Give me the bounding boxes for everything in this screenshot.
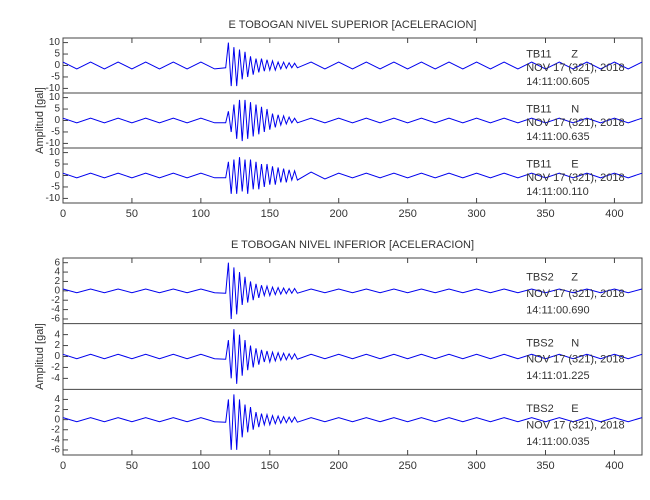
x-tick-label: 400 xyxy=(605,460,623,472)
y-tick-label: 5 xyxy=(54,159,60,170)
station-label: TBS2 xyxy=(526,403,554,415)
y-tick-label: 5 xyxy=(54,104,60,115)
y-tick-label: -6 xyxy=(51,445,60,456)
time-label: 14:11:00.035 xyxy=(526,436,589,448)
y-tick-label: 0 xyxy=(54,60,60,71)
component-label: Z xyxy=(571,272,578,284)
waveform xyxy=(62,262,643,320)
date-label: NOV 17 (321), 2018 xyxy=(526,172,624,184)
x-tick-label: 250 xyxy=(398,208,416,220)
x-tick-label: 300 xyxy=(467,460,485,472)
y-tick-label: -4 xyxy=(51,304,60,315)
x-tick-label: 200 xyxy=(330,208,348,220)
y-tick-label: 0 xyxy=(54,115,60,126)
y-tick-label: 10 xyxy=(49,37,61,48)
y-tick-label: -6 xyxy=(51,314,60,325)
time-label: 14:11:00.605 xyxy=(526,76,589,88)
x-tick-label: 200 xyxy=(330,460,348,472)
y-axis-label: Amplitud [gal] xyxy=(34,87,46,154)
station-label: TB11 xyxy=(526,48,551,60)
date-label: NOV 17 (321), 2018 xyxy=(526,62,624,74)
component-label: N xyxy=(571,103,579,115)
y-tick-label: 0 xyxy=(54,170,60,181)
y-tick-label: 4 xyxy=(54,394,60,405)
station-label: TBS2 xyxy=(526,272,554,284)
waveform xyxy=(62,42,643,87)
time-label: 14:11:00.690 xyxy=(526,304,589,316)
x-tick-label: 0 xyxy=(60,208,66,220)
station-label: TB11 xyxy=(526,103,551,115)
y-tick-label: -2 xyxy=(51,362,60,373)
date-label: NOV 17 (321), 2018 xyxy=(526,354,624,366)
time-label: 14:11:01.225 xyxy=(526,370,589,382)
component-label: E xyxy=(571,403,578,415)
y-tick-label: 4 xyxy=(54,329,60,340)
time-label: 14:11:00.110 xyxy=(526,186,589,198)
date-label: NOV 17 (321), 2018 xyxy=(526,288,624,300)
x-tick-label: 50 xyxy=(126,208,138,220)
x-tick-label: 350 xyxy=(536,460,554,472)
x-tick-label: 0 xyxy=(60,460,66,472)
x-tick-label: 300 xyxy=(467,208,485,220)
station-label: TB11 xyxy=(526,158,551,170)
y-tick-label: 0 xyxy=(54,414,60,425)
x-tick-label: 150 xyxy=(261,208,279,220)
y-tick-label: -10 xyxy=(46,83,61,94)
y-tick-label: -5 xyxy=(51,182,60,193)
waveform xyxy=(62,394,643,450)
y-tick-label: 0 xyxy=(54,285,60,296)
y-tick-label: 4 xyxy=(54,267,60,278)
y-tick-label: -4 xyxy=(51,434,60,445)
y-tick-label: 6 xyxy=(54,257,60,268)
date-label: NOV 17 (321), 2018 xyxy=(526,419,624,431)
x-tick-label: 350 xyxy=(536,208,554,220)
y-tick-label: 10 xyxy=(49,92,61,103)
y-tick-label: -2 xyxy=(51,295,60,306)
chart-title: E TOBOGAN NIVEL SUPERIOR [ACELERACION] xyxy=(229,19,477,31)
y-tick-label: -10 xyxy=(46,193,61,204)
x-tick-label: 150 xyxy=(261,460,279,472)
x-tick-label: 250 xyxy=(398,460,416,472)
y-tick-label: -2 xyxy=(51,424,60,435)
y-tick-label: 0 xyxy=(54,351,60,362)
x-tick-label: 50 xyxy=(126,460,138,472)
y-tick-label: 2 xyxy=(54,340,60,351)
station-label: TBS2 xyxy=(526,337,554,349)
y-tick-label: 5 xyxy=(54,49,60,60)
x-tick-label: 100 xyxy=(192,460,210,472)
y-tick-label: -10 xyxy=(46,138,61,149)
component-label: Z xyxy=(571,48,578,60)
y-tick-label: -5 xyxy=(51,72,60,83)
waveform xyxy=(62,157,643,194)
waveform xyxy=(62,99,643,142)
waveform xyxy=(62,329,643,384)
y-axis-label: Amplitud [gal] xyxy=(34,323,46,390)
component-label: E xyxy=(571,158,578,170)
time-label: 14:11:00.635 xyxy=(526,131,589,143)
y-tick-label: 2 xyxy=(54,404,60,415)
component-label: N xyxy=(571,337,579,349)
y-tick-label: 10 xyxy=(49,147,61,158)
chart-title: E TOBOGAN NIVEL INFERIOR [ACELERACION] xyxy=(231,239,474,251)
x-tick-label: 100 xyxy=(192,208,210,220)
y-tick-label: -5 xyxy=(51,127,60,138)
y-tick-label: 2 xyxy=(54,276,60,287)
y-tick-label: -4 xyxy=(51,373,60,384)
x-tick-label: 400 xyxy=(605,208,623,220)
date-label: NOV 17 (321), 2018 xyxy=(526,117,624,129)
